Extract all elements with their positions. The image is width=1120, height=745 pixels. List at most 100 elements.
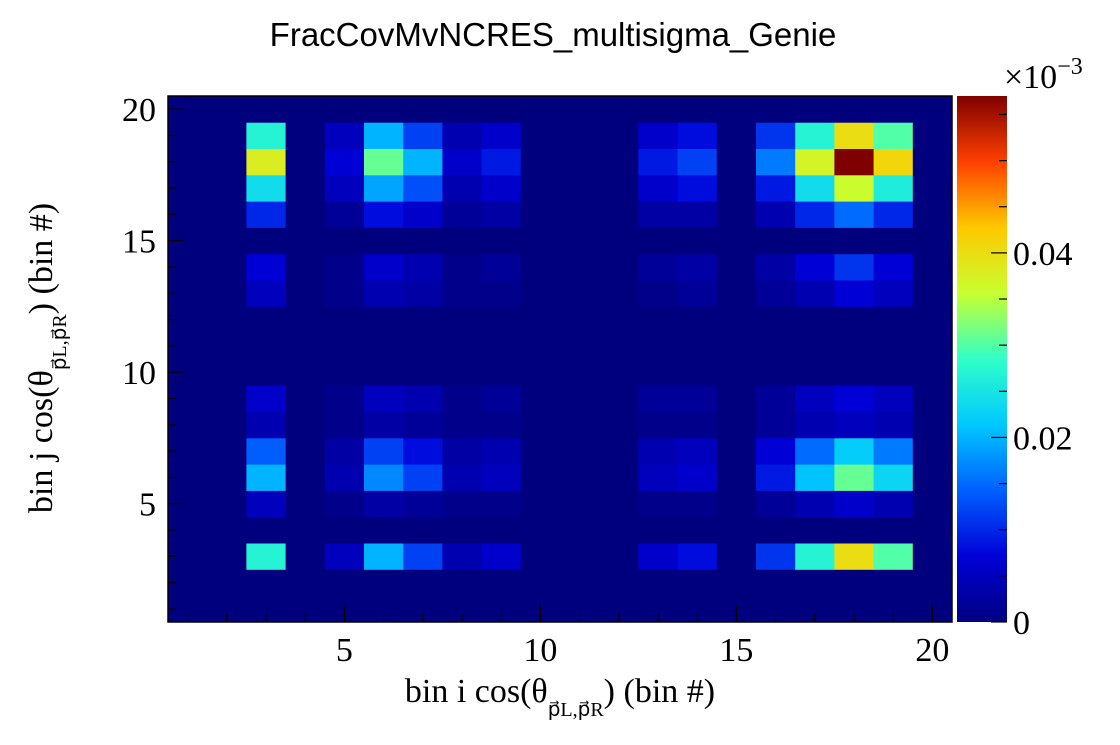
colorbar-tick-label: 0.02 [1013,420,1073,457]
heatmap-cell [756,490,796,518]
heatmap-cell [716,385,757,412]
heatmap-cell [873,569,914,597]
heatmap-cell [285,148,326,176]
heatmap-cell [599,96,639,123]
heatmap-cell [599,201,639,228]
heatmap-cell [795,490,835,518]
heatmap-cell [246,96,286,123]
colorbar-exponent: ×10−3 [1004,54,1083,96]
heatmap-cell [716,569,757,597]
heatmap-cell [403,174,443,202]
heatmap-cell [599,569,639,597]
heatmap-cell [403,411,443,439]
heatmap-cell [364,411,404,439]
heatmap-cell [442,332,482,360]
heatmap-cell [324,306,365,334]
heatmap-cell [873,490,914,518]
heatmap-cell [599,306,639,334]
heatmap-cell [520,306,561,334]
heatmap-cell [364,306,404,334]
heatmap-cell [677,280,718,307]
heatmap-cell [912,280,953,307]
y-tick-label: 20 [122,92,156,129]
heatmap-cell [364,122,404,149]
heatmap-cell [285,306,326,334]
heatmap-cell [834,122,874,149]
heatmap-cell [873,174,914,202]
heatmap-cell [599,280,639,307]
heatmap-cell [520,516,561,544]
heatmap-cell [442,280,482,307]
heatmap-cell [716,411,757,439]
heatmap-cell [207,490,247,518]
heatmap-cell [520,464,561,491]
heatmap-cell [716,280,757,307]
heatmap-cell [246,411,286,439]
heatmap-cell [285,516,326,544]
heatmap-cell [834,174,874,202]
heatmap-cell [520,122,561,149]
heatmap-cell [481,174,522,202]
heatmap-cell [912,359,953,386]
heatmap-cell [364,437,404,465]
heatmap-cell [207,174,247,202]
heatmap-cell [560,490,600,518]
heatmap-cell [599,253,639,281]
heatmap-cell [677,227,718,255]
heatmap-cell [324,516,365,544]
heatmap-cell [403,96,443,123]
heatmap-cell [246,148,286,176]
heatmap-cell [873,411,914,439]
heatmap-cell [873,148,914,176]
heatmap-cell [442,569,482,597]
heatmap-cell [834,280,874,307]
heatmap-cell [912,332,953,360]
y-tick-label: 15 [122,224,156,261]
heatmap-cell [324,437,365,465]
heatmap-cell [481,332,522,360]
heatmap-cell [285,437,326,465]
heatmap-cell [520,96,561,123]
heatmap-cell [324,359,365,386]
heatmap-cell [756,253,796,281]
axes: 5 10 15 20 5 10 15 20 [122,92,953,669]
y-axis-label: bin j cos(θp⃗L,p⃗R) (bin #) [23,203,71,513]
heatmap-cell [795,201,835,228]
heatmap-cell [638,306,678,334]
heatmap-cell [324,148,365,176]
heatmap-cell [520,253,561,281]
heatmap-cell [638,516,678,544]
heatmap-cell [756,280,796,307]
heatmap-cell [481,201,522,228]
heatmap-cell [403,569,443,597]
heatmap-cell [285,411,326,439]
heatmap-cell [873,516,914,544]
heatmap-cell [481,437,522,465]
heatmap-cell [716,253,757,281]
heatmap-cell [638,96,678,123]
heatmap-cell [207,359,247,386]
heatmap-cell [677,516,718,544]
heatmap-cell [207,437,247,465]
heatmap-cell [873,464,914,491]
heatmap-cell [560,385,600,412]
heatmap-cell [795,174,835,202]
heatmap-cell [364,96,404,123]
heatmap-cell [638,227,678,255]
heatmap-cell [403,201,443,228]
heatmap-cell [912,96,953,123]
heatmap-cell [560,569,600,597]
heatmap-cell [324,227,365,255]
heatmap-cell [403,280,443,307]
heatmap-cell [364,227,404,255]
x-tick-label: 5 [336,632,353,669]
heatmap-cell [677,490,718,518]
heatmap-cell [599,332,639,360]
heatmap-cell [873,122,914,149]
heatmap-cell [716,464,757,491]
heatmap-cell [677,569,718,597]
heatmap-cell [520,359,561,386]
x-tick-label: 20 [915,632,949,669]
heatmap-cell [912,464,953,491]
